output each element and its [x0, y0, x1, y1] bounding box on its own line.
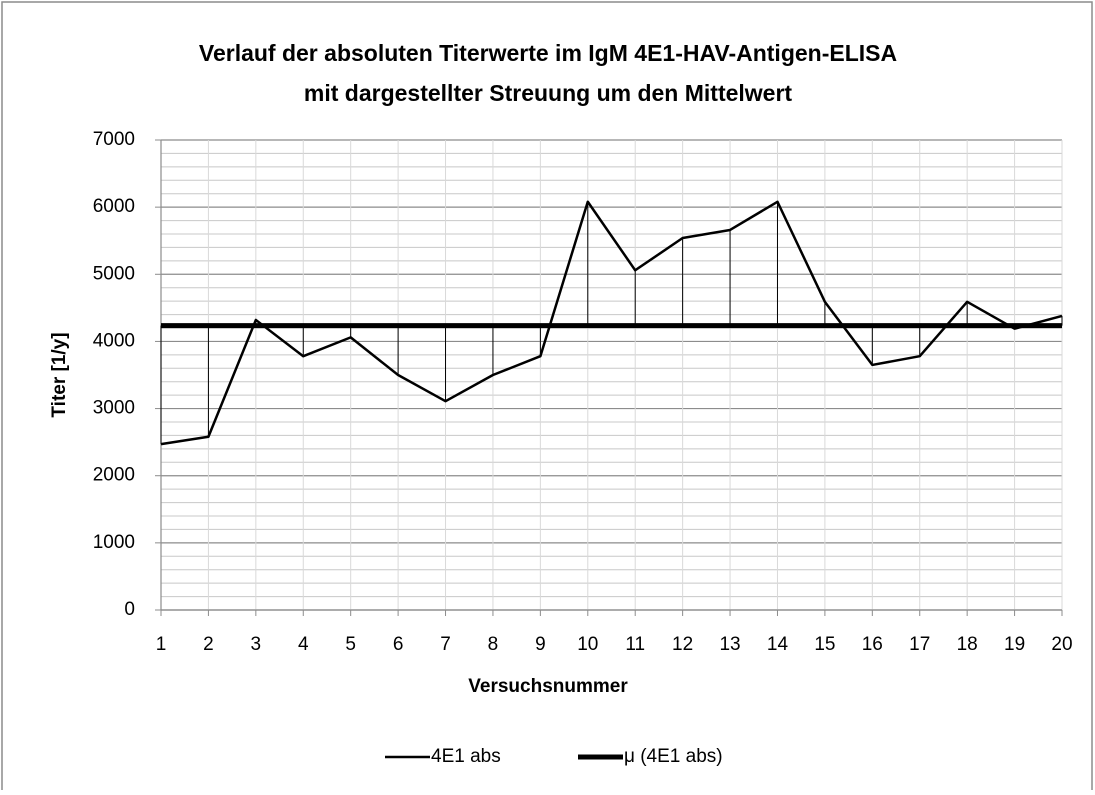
x-tick-label: 8	[488, 634, 499, 655]
x-tick-label: 14	[767, 634, 789, 655]
x-tick-label: 16	[862, 634, 883, 655]
x-tick-label: 11	[625, 634, 645, 655]
plot	[160, 200, 1063, 446]
legend-label: μ (4E1 abs)	[624, 746, 723, 767]
legend: 4E1 abs μ (4E1 abs)	[385, 746, 723, 767]
x-tick-label: 18	[957, 634, 978, 655]
chart-title: mit dargestellter Streuung um den Mittel…	[304, 80, 793, 106]
y-tick-label: 0	[124, 599, 135, 620]
x-tick-label: 3	[251, 634, 262, 655]
x-tick-label: 1	[156, 634, 167, 655]
y-tick-label: 3000	[93, 398, 135, 419]
chart-title: Verlauf der absoluten Titerwerte im IgM …	[199, 40, 897, 66]
x-tick-label: 6	[393, 634, 404, 655]
y-tick-label: 1000	[93, 532, 135, 553]
grid	[155, 139, 1063, 616]
x-tick-label: 19	[1004, 634, 1025, 655]
x-axis-label: Versuchsnummer	[468, 676, 628, 697]
x-tick-label: 2	[203, 634, 214, 655]
x-tick-label: 7	[440, 634, 451, 655]
y-tick-label: 2000	[93, 465, 135, 486]
y-tick-label: 5000	[93, 263, 135, 284]
x-tick-label: 17	[909, 634, 930, 655]
x-tick-label: 13	[719, 634, 740, 655]
x-tick-label: 10	[577, 634, 598, 655]
legend-label: 4E1 abs	[431, 746, 501, 767]
series-line	[160, 200, 1063, 446]
x-tick-label: 15	[814, 634, 835, 655]
x-tick-label: 9	[535, 634, 546, 655]
y-axis-label: Titer [1/y]	[49, 332, 70, 417]
x-tick-label: 12	[672, 634, 693, 655]
x-tick-label: 5	[345, 634, 356, 655]
x-tick-label: 20	[1051, 634, 1072, 655]
y-tick-label: 4000	[93, 330, 135, 351]
y-tick-label: 7000	[93, 129, 135, 150]
y-tick-label: 6000	[93, 196, 135, 217]
x-tick-label: 4	[298, 634, 309, 655]
